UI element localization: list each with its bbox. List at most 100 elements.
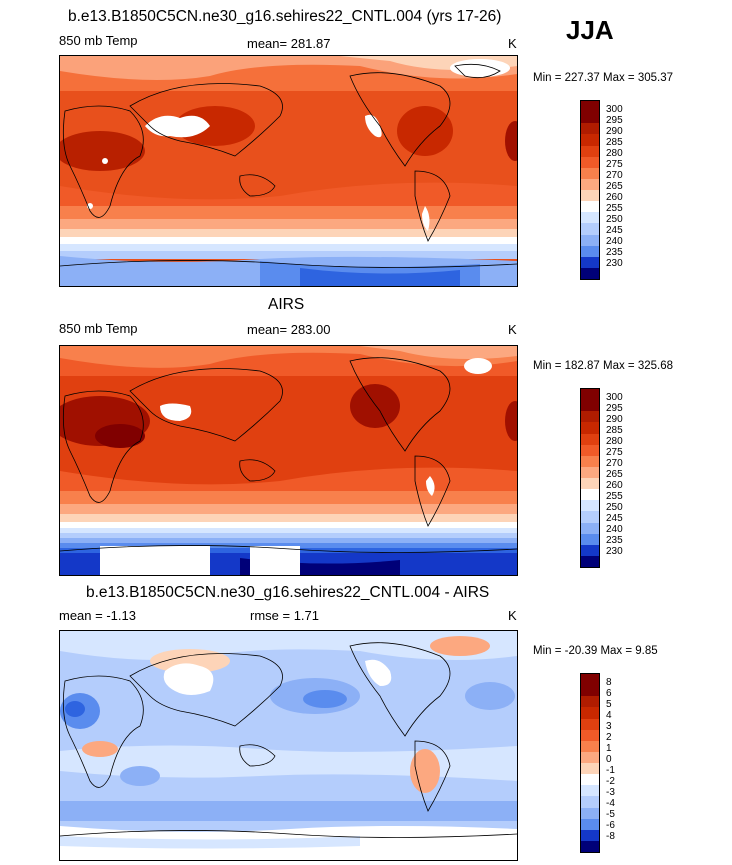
- colorbar-tick-label: 3: [606, 721, 612, 732]
- panel3-colorbar-cell: [581, 751, 599, 763]
- panel1-title: b.e13.B1850C5CN.ne30_g16.sehires22_CNTL.…: [68, 8, 502, 25]
- panel1-colorbar-cell: [581, 245, 599, 257]
- panel3-colorbar-cell: [581, 807, 599, 819]
- panel1-colorbar-cell: [581, 212, 599, 224]
- colorbar-tick-label: 265: [606, 469, 623, 480]
- panel1-minmax-label: Min = 227.37 Max = 305.37: [533, 72, 674, 84]
- colorbar-tick-label: 300: [606, 392, 623, 403]
- panel2-colorbar-cell: [581, 455, 599, 467]
- panel3-colorbar-cell: [581, 729, 599, 741]
- panel1-colorbar-cell: [581, 156, 599, 168]
- panel2-mean-label: mean= 283.00: [247, 322, 331, 337]
- colorbar-tick-label: 245: [606, 513, 623, 524]
- panel1-colorbar-cell: [581, 101, 599, 124]
- colorbar-tick-label: 240: [606, 524, 623, 535]
- panel2-map: [59, 345, 518, 576]
- panel2-title: AIRS: [268, 296, 305, 313]
- panel1-colorbar-cell: [581, 123, 599, 135]
- colorbar-tick-label: -4: [606, 798, 615, 809]
- panel2-colorbar: [580, 388, 600, 568]
- colorbar-tick-label: 260: [606, 480, 623, 491]
- colorbar-tick-label: 250: [606, 214, 623, 225]
- colorbar-tick-label: 4: [606, 710, 612, 721]
- panel3-map: [59, 630, 518, 861]
- panel1-units-label: K: [508, 36, 517, 51]
- panel1-colorbar-cell: [581, 234, 599, 246]
- colorbar-tick-label: -3: [606, 787, 615, 798]
- colorbar-tick-label: 240: [606, 236, 623, 247]
- colorbar-tick-label: 5: [606, 699, 612, 710]
- panel3-colorbar-cell: [581, 829, 599, 841]
- panel3-colorbar-cell: [581, 796, 599, 808]
- panel1-colorbar-cell: [581, 134, 599, 146]
- colorbar-tick-label: -6: [606, 820, 615, 831]
- panel1-colorbar-cell: [581, 223, 599, 235]
- colorbar-tick-label: 230: [606, 546, 623, 557]
- colorbar-tick-label: 275: [606, 447, 623, 458]
- colorbar-tick-label: 8: [606, 677, 612, 688]
- panel2-colorbar-cell: [581, 511, 599, 523]
- colorbar-tick-label: 260: [606, 192, 623, 203]
- panel3-colorbar-cell: [581, 707, 599, 719]
- panel2-colorbar-cell: [581, 444, 599, 456]
- panel2-units-label: K: [508, 322, 517, 337]
- colorbar-tick-label: 235: [606, 247, 623, 258]
- panel3-colorbar-cell: [581, 818, 599, 830]
- colorbar-tick-label: 280: [606, 436, 623, 447]
- panel3-units-label: K: [508, 608, 517, 623]
- panel2-colorbar-cell: [581, 422, 599, 434]
- colorbar-tick-label: 285: [606, 425, 623, 436]
- panel1-colorbar-cell: [581, 201, 599, 213]
- panel1-colorbar-cell: [581, 178, 599, 190]
- panel1-colorbar-cell: [581, 167, 599, 179]
- panel2-colorbar-cell: [581, 478, 599, 490]
- panel2-colorbar-cell: [581, 555, 599, 567]
- colorbar-tick-label: 270: [606, 458, 623, 469]
- panel3-title: b.e13.B1850C5CN.ne30_g16.sehires22_CNTL.…: [86, 584, 490, 601]
- season-label: JJA: [566, 15, 614, 45]
- panel2-variable-label: 850 mb Temp: [59, 321, 138, 336]
- panel1-map-field: [60, 56, 517, 286]
- panel3-colorbar-cell: [581, 840, 599, 852]
- panel2-colorbar-cell: [581, 433, 599, 445]
- colorbar-tick-label: 0: [606, 754, 612, 765]
- panel1-colorbar-cell: [581, 145, 599, 157]
- colorbar-tick-label: 275: [606, 159, 623, 170]
- panel1-colorbar: [580, 100, 600, 280]
- panel1-colorbar-cell: [581, 256, 599, 268]
- colorbar-tick-label: -5: [606, 809, 615, 820]
- panel2-colorbar-cell: [581, 522, 599, 534]
- colorbar-tick-label: 270: [606, 170, 623, 181]
- panel3-mean-label: mean = -1.13: [59, 608, 136, 623]
- panel1-map: [59, 55, 518, 287]
- colorbar-tick-label: 230: [606, 258, 623, 269]
- panel2-colorbar-cell: [581, 544, 599, 556]
- colorbar-tick-label: -8: [606, 831, 615, 842]
- colorbar-tick-label: 235: [606, 535, 623, 546]
- panel2-colorbar-cell: [581, 489, 599, 501]
- panel3-colorbar-cell: [581, 763, 599, 775]
- panel3-colorbar-cell: [581, 696, 599, 708]
- panel3-rmse-label: rmse = 1.71: [250, 608, 320, 623]
- panel3-colorbar-cell: [581, 785, 599, 797]
- panel1-colorbar-cell: [581, 267, 599, 279]
- panel3-map-field: [60, 631, 517, 860]
- colorbar-tick-label: 290: [606, 126, 623, 137]
- panel1-variable-label: 850 mb Temp: [59, 33, 138, 48]
- colorbar-tick-label: -1: [606, 765, 615, 776]
- colorbar-tick-label: 2: [606, 732, 612, 743]
- panel1-colorbar-cell: [581, 190, 599, 202]
- panel3-colorbar-cell: [581, 674, 599, 697]
- panel3-colorbar-cell: [581, 718, 599, 730]
- panel2-colorbar-cell: [581, 533, 599, 545]
- panel2-colorbar-cell: [581, 500, 599, 512]
- panel2-colorbar-cell: [581, 466, 599, 478]
- colorbar-tick-label: 295: [606, 115, 623, 126]
- colorbar-tick-label: 290: [606, 414, 623, 425]
- panel3-colorbar-cell: [581, 740, 599, 752]
- panel1-mean-label: mean= 281.87: [247, 36, 331, 51]
- colorbar-tick-label: 280: [606, 148, 623, 159]
- panel2-colorbar-cell: [581, 389, 599, 412]
- colorbar-tick-label: 255: [606, 491, 623, 502]
- colorbar-tick-label: 295: [606, 403, 623, 414]
